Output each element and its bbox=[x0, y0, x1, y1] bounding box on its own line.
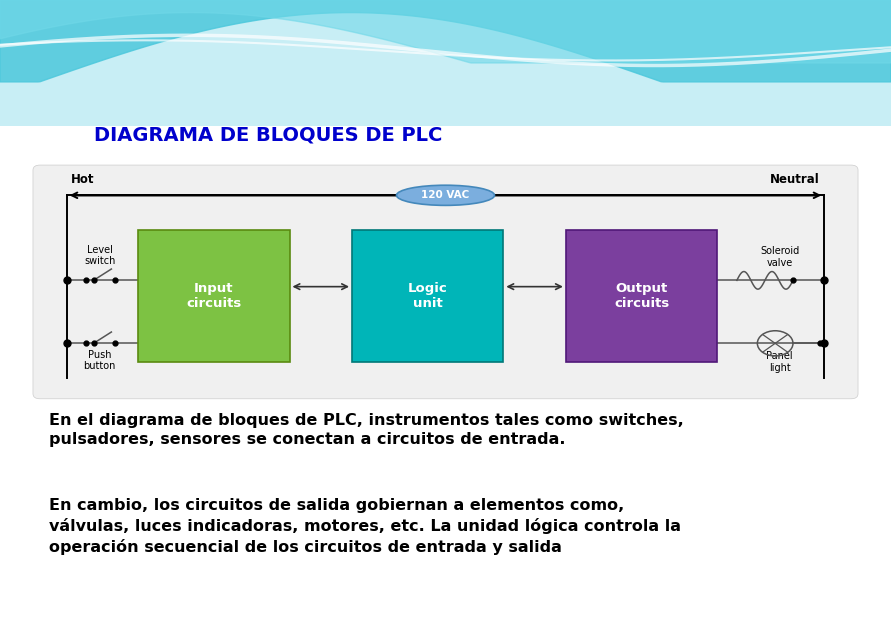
Text: En el diagrama de bloques de PLC, instrumentos tales como switches,
pulsadores, : En el diagrama de bloques de PLC, instru… bbox=[49, 413, 683, 447]
FancyBboxPatch shape bbox=[33, 165, 858, 399]
Text: DIAGRAMA DE BLOQUES DE PLC: DIAGRAMA DE BLOQUES DE PLC bbox=[94, 126, 442, 145]
FancyBboxPatch shape bbox=[566, 230, 717, 362]
Text: Output
circuits: Output circuits bbox=[614, 282, 669, 310]
Text: Input
circuits: Input circuits bbox=[186, 282, 241, 310]
Text: 120 VAC: 120 VAC bbox=[421, 190, 470, 200]
Text: Level
switch: Level switch bbox=[84, 245, 116, 266]
Text: Logic
unit: Logic unit bbox=[408, 282, 447, 310]
FancyBboxPatch shape bbox=[352, 230, 503, 362]
Text: Push
button: Push button bbox=[84, 350, 116, 371]
Text: Neutral: Neutral bbox=[770, 173, 820, 186]
Text: Panel
light: Panel light bbox=[766, 351, 793, 372]
Ellipse shape bbox=[396, 185, 495, 205]
Text: En cambio, los circuitos de salida gobiernan a elementos como,
válvulas, luces i: En cambio, los circuitos de salida gobie… bbox=[49, 498, 681, 555]
Text: Hot: Hot bbox=[71, 173, 94, 186]
FancyBboxPatch shape bbox=[138, 230, 290, 362]
Text: Soleroid
valve: Soleroid valve bbox=[760, 246, 799, 268]
